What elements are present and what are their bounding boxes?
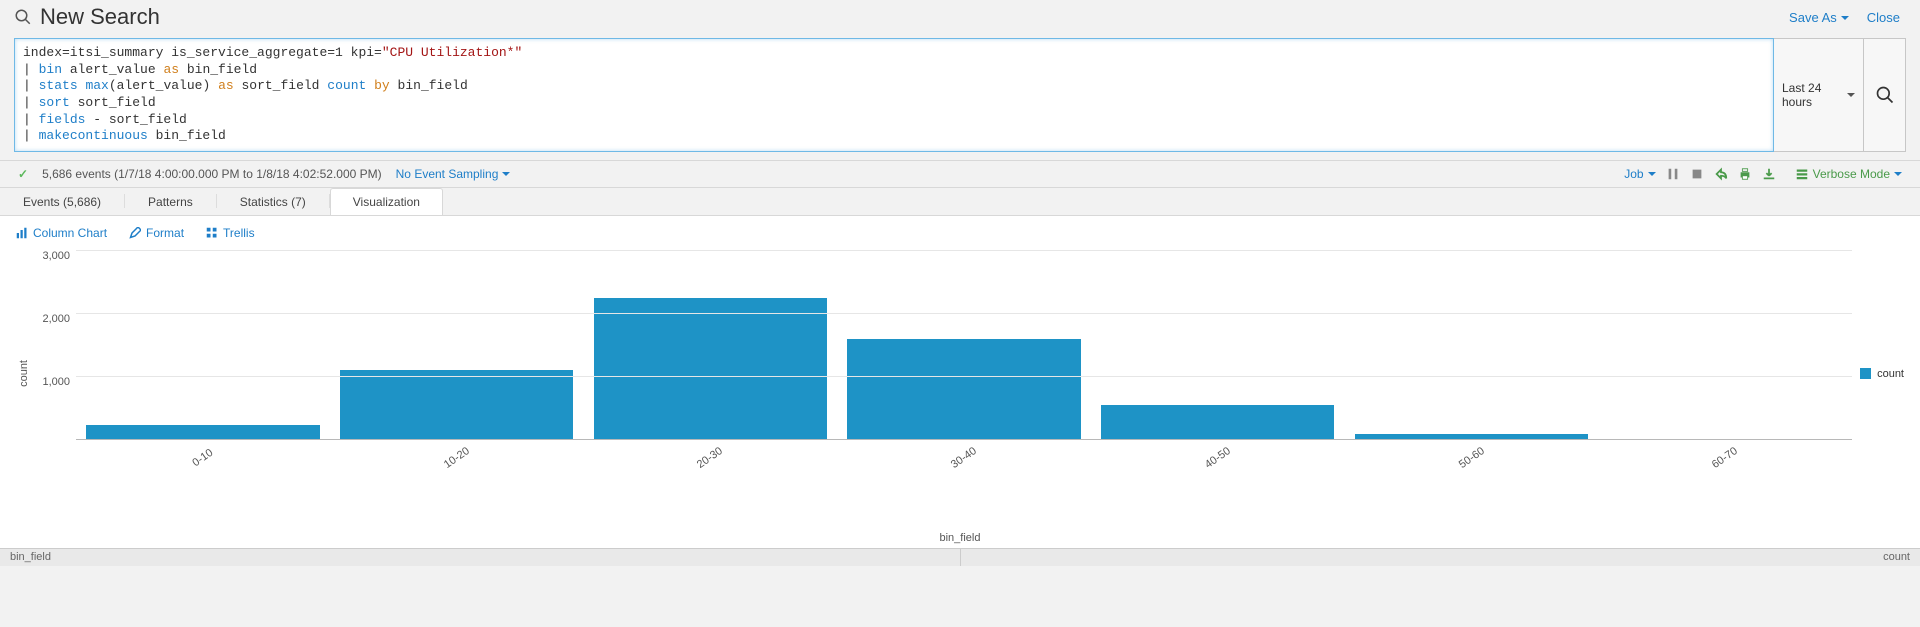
event-count-text: 5,686 events (1/7/18 4:00:00.000 PM to 1… (42, 167, 382, 181)
footer-left: bin_field (0, 549, 961, 566)
status-bar: ✓ 5,686 events (1/7/18 4:00:00.000 PM to… (0, 160, 1920, 188)
job-menu[interactable]: Job (1624, 167, 1655, 181)
search-icon (1875, 85, 1895, 105)
search-input[interactable]: index=itsi_summary is_service_aggregate=… (14, 38, 1774, 152)
chart-legend: count (1852, 368, 1904, 380)
pencil-icon (129, 227, 141, 239)
chart-type-menu[interactable]: Column Chart (16, 226, 107, 240)
tab-events[interactable]: Events (5,686) (0, 188, 124, 215)
search-icon (14, 8, 32, 26)
tab-patterns[interactable]: Patterns (125, 188, 216, 215)
x-axis-labels: 0-1010-2020-3030-4040-5050-6060-70 (76, 442, 1852, 464)
y-axis-title: count (16, 360, 32, 387)
chart-bar[interactable] (847, 339, 1080, 438)
y-axis-labels: 3,0002,0001,000 (32, 250, 76, 440)
pause-icon[interactable] (1666, 167, 1680, 181)
tab-visualization[interactable]: Visualization (330, 188, 443, 215)
legend-label: count (1877, 368, 1904, 380)
x-axis-title: bin_field (16, 532, 1904, 544)
chart-type-label: Column Chart (33, 226, 107, 240)
chart-bar[interactable] (1355, 434, 1588, 438)
sampling-menu[interactable]: No Event Sampling (396, 167, 511, 181)
page-title: New Search (40, 4, 160, 30)
run-search-button[interactable] (1864, 38, 1906, 152)
legend-swatch (1860, 368, 1871, 379)
chart-bar[interactable] (1101, 405, 1334, 439)
trellis-icon (206, 227, 218, 239)
trellis-label: Trellis (223, 226, 255, 240)
save-as-menu[interactable]: Save As (1789, 10, 1849, 25)
chart: count 3,0002,0001,000 count 0-1010-2020-… (16, 250, 1904, 498)
chart-plot-area (76, 250, 1852, 440)
status-ok-icon: ✓ (18, 167, 28, 181)
chart-bar[interactable] (86, 425, 319, 438)
time-range-picker[interactable]: Last 24 hours (1774, 38, 1864, 152)
footer-field-bar: bin_field count (0, 548, 1920, 566)
share-icon[interactable] (1714, 167, 1728, 181)
stop-icon[interactable] (1690, 167, 1704, 181)
search-row: index=itsi_summary is_service_aggregate=… (0, 38, 1920, 160)
footer-right: count (961, 549, 1920, 566)
page-header: New Search Save As Close (0, 0, 1920, 38)
tab-statistics[interactable]: Statistics (7) (217, 188, 329, 215)
mode-icon (1796, 168, 1808, 180)
format-menu[interactable]: Format (129, 226, 184, 240)
download-icon[interactable] (1762, 167, 1776, 181)
format-label: Format (146, 226, 184, 240)
result-tabs: Events (5,686) Patterns Statistics (7) V… (0, 188, 1920, 215)
visualization-panel: Column Chart Format Trellis count 3,0002… (0, 215, 1920, 548)
column-chart-icon (16, 227, 28, 239)
chart-bar[interactable] (594, 298, 827, 439)
trellis-menu[interactable]: Trellis (206, 226, 255, 240)
print-icon[interactable] (1738, 167, 1752, 181)
close-button[interactable]: Close (1867, 10, 1900, 25)
search-mode-menu[interactable]: Verbose Mode (1813, 167, 1902, 181)
